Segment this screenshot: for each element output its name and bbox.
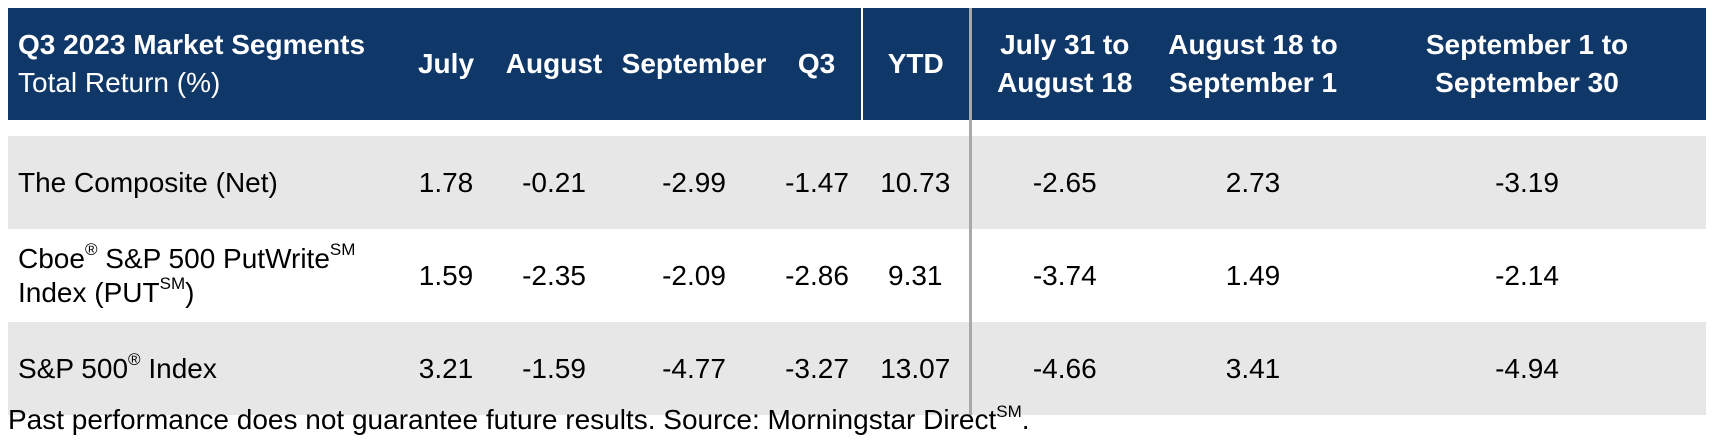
header-row: Q3 2023 Market Segments Total Return (%)…: [8, 8, 1706, 120]
cell-putwrite-ytd: 9.31: [888, 259, 943, 291]
cell-sp500-period-2: 3.41: [1225, 352, 1281, 384]
table-row-composite: The Composite (Net) 1.78 -0.21 -2.99 -1.…: [8, 136, 1706, 229]
row-label-putwrite: Cboe® S&P 500 PutWriteSM Index (PUTSM): [18, 240, 356, 308]
cell-sp500-ytd: 13.07: [880, 352, 951, 384]
cell-putwrite-period-1: -3.74: [968, 229, 1158, 322]
cell-composite-period-3: -3.19: [1495, 166, 1559, 198]
row-label-composite: The Composite (Net): [18, 166, 278, 198]
col-header-period-3: September 1 to September 30: [1348, 8, 1706, 120]
cell-sp500-july: 3.21: [418, 352, 474, 384]
cell-sp500-period-1: -4.66: [968, 322, 1158, 415]
cell-putwrite-period-2: 1.49: [1225, 259, 1281, 291]
table-row-putwrite: Cboe® S&P 500 PutWriteSM Index (PUTSM) 1…: [8, 229, 1706, 322]
cell-putwrite-july: 1.59: [418, 259, 474, 291]
table-title-cell: Q3 2023 Market Segments Total Return (%): [8, 8, 400, 120]
footnote-text: Past performance does not guarantee futu…: [8, 404, 997, 435]
cell-putwrite-q3: -2.86: [785, 259, 849, 291]
footnote-end: .: [1021, 404, 1030, 435]
cell-composite-september: -2.99: [662, 166, 726, 198]
col-header-august: August: [505, 48, 603, 79]
cell-sp500-august: -1.59: [522, 352, 586, 384]
col-header-period-2: August 18 to September 1: [1158, 8, 1348, 120]
cell-sp500-september: -4.77: [662, 352, 726, 384]
cell-composite-period-1: -2.65: [968, 136, 1158, 229]
period-3-line2: September 30: [1435, 67, 1619, 98]
col-header-ytd: YTD: [861, 8, 970, 120]
footnote: Past performance does not guarantee futu…: [8, 403, 1030, 437]
row-label-sp500: S&P 500® Index: [18, 350, 217, 384]
period-2-line1: August 18 to: [1168, 29, 1338, 60]
col-header-q3: Q3: [797, 48, 836, 79]
col-header-july: July: [417, 48, 475, 79]
col-header-september: September: [621, 48, 767, 79]
table-row-sp500: S&P 500® Index 3.21 -1.59 -4.77 -3.27 13…: [8, 322, 1706, 415]
table-title: Q3 2023 Market Segments: [18, 29, 366, 60]
cell-sp500-q3: -3.27: [785, 352, 849, 384]
period-1-line2: August 18: [997, 67, 1133, 98]
spacer-row: [8, 120, 1706, 136]
col-header-period-1: July 31 to August 18: [968, 8, 1158, 120]
cell-composite-period-2: 2.73: [1225, 166, 1281, 198]
period-1-line1: July 31 to: [1000, 29, 1130, 60]
period-3-line1: September 1 to: [1425, 29, 1629, 60]
cell-putwrite-period-3: -2.14: [1495, 259, 1559, 291]
cell-composite-august: -0.21: [522, 166, 586, 198]
cell-composite-q3: -1.47: [785, 166, 849, 198]
period-2-line2: September 1: [1168, 67, 1338, 98]
cell-putwrite-august: -2.35: [522, 259, 586, 291]
cell-composite-ytd: 10.73: [880, 166, 951, 198]
footnote-sup: SM: [996, 401, 1022, 421]
returns-table: Q3 2023 Market Segments Total Return (%)…: [8, 8, 1706, 415]
cell-sp500-period-3: -4.94: [1495, 352, 1559, 384]
table-subtitle: Total Return (%): [18, 67, 221, 98]
cell-composite-july: 1.78: [418, 166, 474, 198]
cell-putwrite-september: -2.09: [662, 259, 726, 291]
